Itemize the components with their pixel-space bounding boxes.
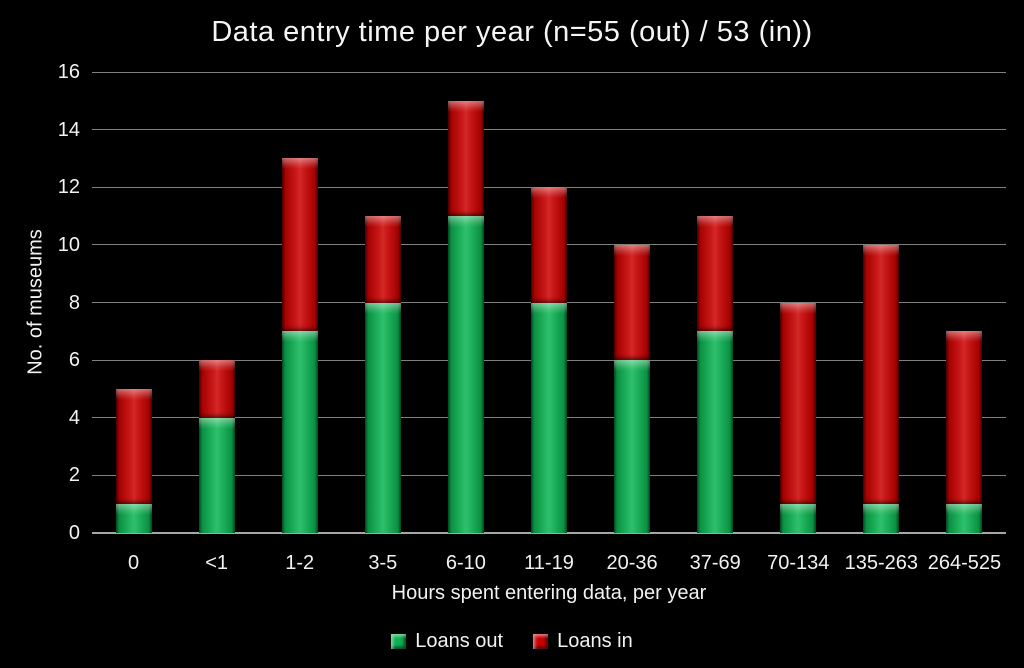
legend-swatch-icon [391, 634, 407, 649]
bar-0 [115, 388, 152, 533]
legend-item-loans-in: Loans in [533, 630, 633, 653]
bar-264-525 [946, 331, 983, 533]
legend-swatch-icon [533, 634, 549, 649]
bar-<1 [198, 360, 235, 533]
bar-segment-loans-in [697, 216, 734, 332]
x-tick-label-20-36: 20-36 [606, 552, 658, 574]
y-tick-label-0: 0 [68, 522, 80, 544]
gridline-y-16 [92, 71, 1006, 73]
x-tick-label-264-525: 264-525 [927, 552, 1002, 574]
x-tick-label-6-10: 6-10 [445, 552, 486, 574]
bar-135-263 [863, 244, 900, 533]
legend-label: Loans out [415, 630, 504, 652]
bar-segment-loans-out [697, 331, 734, 533]
chart-title: Data entry time per year (n=55 (out) / 5… [211, 16, 813, 48]
x-tick-label-<1: <1 [205, 552, 229, 574]
y-tick-label-6: 6 [68, 349, 80, 372]
bar-segment-loans-out [780, 504, 817, 533]
bar-segment-loans-in [115, 388, 152, 505]
bar-segment-loans-in [447, 100, 484, 217]
bar-segment-loans-out [115, 504, 152, 533]
x-tick-label-3-5: 3-5 [368, 552, 398, 574]
x-tick-label-135-263: 135-263 [844, 552, 919, 574]
bar-segment-loans-in [614, 244, 651, 361]
bar-segment-loans-out [447, 216, 484, 533]
x-tick-label-11-19: 11-19 [524, 552, 574, 574]
bar-segment-loans-out [198, 417, 235, 533]
legend: Loans out Loans in [0, 630, 1024, 653]
x-tick-label-70-134: 70-134 [767, 552, 830, 574]
y-tick-label-10: 10 [57, 233, 80, 256]
bar-segment-loans-out [531, 302, 567, 533]
bar-20-36 [614, 244, 651, 533]
y-tick-label-2: 2 [68, 464, 80, 487]
gridline-y-14 [92, 129, 1006, 131]
x-tick-label-0: 0 [127, 552, 140, 574]
bar-segment-loans-out [364, 302, 401, 533]
legend-label: Loans in [557, 630, 633, 652]
bar-segment-loans-out [863, 504, 900, 533]
bar-segment-loans-in [946, 331, 983, 505]
bar-segment-loans-in [281, 158, 318, 332]
bar-6-10 [447, 100, 484, 533]
x-tick-label-1-2: 1-2 [285, 552, 315, 574]
bar-segment-loans-in [780, 302, 817, 505]
bar-segment-loans-in [531, 187, 567, 303]
x-tick-label-37-69: 37-69 [689, 552, 741, 574]
bar-segment-loans-out [946, 504, 983, 533]
bar-70-134 [780, 302, 817, 533]
bar-11-19 [531, 187, 567, 533]
bar-segment-loans-in [364, 216, 401, 303]
legend-item-loans-out: Loans out [391, 630, 503, 653]
y-tick-label-4: 4 [68, 406, 80, 429]
bar-segment-loans-out [614, 360, 651, 533]
bar-segment-loans-out [281, 331, 318, 533]
y-tick-label-16: 16 [57, 61, 80, 83]
y-tick-label-12: 12 [57, 176, 80, 199]
y-tick-label-8: 8 [68, 291, 80, 314]
bar-segment-loans-in [198, 360, 235, 418]
x-axis-title: Hours spent entering data, per year [391, 582, 707, 604]
bar-3-5 [364, 216, 401, 533]
bar-37-69 [697, 216, 734, 533]
bar-1-2 [281, 158, 318, 533]
bar-segment-loans-in [863, 244, 900, 505]
plot-area: 0 2 4 6 8 10 12 14 16 0 <1 1-2 3-5 6-10 11-19 20-36 37-6… [58, 61, 1006, 574]
y-tick-label-14: 14 [57, 118, 80, 141]
x-axis-line [92, 532, 1006, 534]
